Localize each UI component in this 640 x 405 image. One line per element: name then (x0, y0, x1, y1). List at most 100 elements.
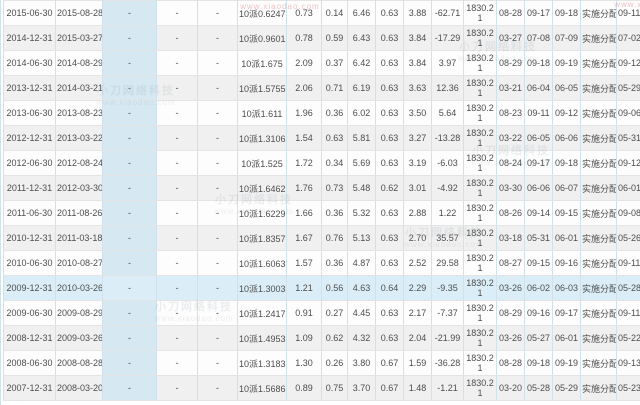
value-cell: 1.57 (286, 250, 322, 276)
value-cell: 0.26 (321, 350, 348, 376)
value-cell: 0.63 (375, 150, 404, 176)
status-cell: 实施分配 (580, 325, 617, 351)
date-cell: 03-22 (496, 125, 525, 151)
date-cell: 09-16 (524, 300, 553, 326)
dash-cell: - (156, 100, 198, 126)
value-cell: 1.96 (286, 100, 322, 126)
dash-cell: - (197, 125, 238, 151)
value-cell: 3.97 (431, 50, 464, 76)
table-row[interactable]: 2008-12-31 2009-03-26- - -10派1.4953 1.09 0.62… (3, 325, 640, 351)
table-row[interactable]: 2013-12-31 2014-03-21- - -10派1.5755 2.06 0.71… (3, 75, 640, 101)
value-cell: 35.57 (431, 225, 464, 251)
date-cell: 09-11 (616, 250, 640, 276)
value-cell: 2.04 (403, 325, 432, 351)
value-cell: 0.73 (321, 175, 348, 201)
table-row[interactable]: 2009-12-31 2010-03-26- - -10派1.3003 1.21 0.56… (3, 275, 640, 301)
date-cell: 09-06 (616, 100, 640, 126)
report-date-cell: 2009-12-31 (3, 275, 56, 301)
table-row[interactable]: 2008-06-30 2008-08-28- - -10派1.3183 1.30 0.26… (3, 350, 640, 376)
dash-cell: - (102, 50, 157, 76)
table-row[interactable]: 2012-06-30 2012-08-24- - -10派1.525 1.72 0.34 5… (3, 150, 640, 176)
table-row[interactable]: 2014-06-30 2014-08-29- - -10派1.675 2.09 0.37 6… (3, 50, 640, 76)
value-cell: 6.02 (347, 100, 376, 126)
dash-cell: - (102, 150, 157, 176)
value-cell: 1.72 (286, 150, 322, 176)
report-date-cell: 2015-06-30 (3, 0, 56, 26)
dash-cell: - (156, 325, 198, 351)
value-cell: 0.14 (321, 0, 348, 26)
share-capital-cell: 1830.21 (463, 350, 497, 376)
table-row[interactable]: 2007-12-31 2008-03-20- - -10派1.5686 0.89 0.75… (3, 375, 640, 401)
date-cell: 03-18 (496, 225, 525, 251)
date-cell: 09-15 (524, 250, 553, 276)
table-row[interactable]: 2011-12-31 2012-03-30- - -10派1.6462 1.76 0.73… (3, 175, 640, 201)
date-cell: 09-11 (616, 300, 640, 326)
table-row[interactable]: 2013-06-30 2013-08-23- - -10派1.611 1.96 0.36 6… (3, 100, 640, 126)
status-cell: 实施分配 (580, 0, 617, 26)
date-cell: 08-24 (496, 150, 525, 176)
share-capital-cell: 1830.21 (463, 275, 497, 301)
date-cell: 09-18 (552, 150, 581, 176)
dash-cell: - (156, 50, 198, 76)
dash-cell: - (156, 350, 198, 376)
value-cell: 0.64 (375, 275, 404, 301)
table-row[interactable]: 2015-06-30 2015-08-28- - -10派0.6247 0.73 0.14… (3, 0, 640, 26)
value-cell: 0.36 (321, 100, 348, 126)
date-cell: 05-31 (524, 225, 553, 251)
share-capital-cell: 1830.21 (463, 50, 497, 76)
announce-date-cell: 2015-03-27 (55, 25, 103, 51)
value-cell: 0.78 (286, 25, 322, 51)
dividend-plan-cell: 10派0.6247 (237, 0, 287, 26)
dash-cell: - (102, 125, 157, 151)
date-cell: 06-05 (524, 125, 553, 151)
value-cell: 0.89 (286, 375, 322, 401)
value-cell: 1.76 (286, 175, 322, 201)
date-cell: 03-26 (496, 325, 525, 351)
table-row[interactable]: 2012-12-31 2013-03-22- - -10派1.3106 1.54 0.63… (3, 125, 640, 151)
announce-date-cell: 2008-03-20 (55, 375, 103, 401)
dash-cell: - (197, 25, 238, 51)
status-cell: 实施分配 (580, 50, 617, 76)
table-row[interactable]: 2011-06-30 2011-08-26- - -10派1.6229 1.66 0.36… (3, 200, 640, 226)
dash-cell: - (197, 175, 238, 201)
report-date-cell: 2008-06-30 (3, 350, 56, 376)
report-date-cell: 2010-12-31 (3, 225, 56, 251)
value-cell: 0.36 (321, 250, 348, 276)
date-cell: 06-04 (524, 75, 553, 101)
value-cell: -21.99 (431, 325, 464, 351)
date-cell: 09-12 (616, 150, 640, 176)
dividend-plan-cell: 10派1.6063 (237, 250, 287, 276)
table-row[interactable]: 2010-06-30 2010-08-27- - -10派1.6063 1.57 0.36… (3, 250, 640, 276)
value-cell: 6.19 (347, 75, 376, 101)
date-cell: 06-03 (552, 275, 581, 301)
dividend-plan-cell: 10派1.3106 (237, 125, 287, 151)
table-row[interactable]: 2014-12-31 2015-03-27- - -10派0.9601 0.78 0.59… (3, 25, 640, 51)
status-cell: 实施分配 (580, 375, 617, 401)
date-cell: 03-20 (496, 375, 525, 401)
share-capital-cell: 1830.21 (463, 375, 497, 401)
value-cell: 2.29 (403, 275, 432, 301)
dash-cell: - (102, 300, 157, 326)
date-cell: 09-19 (552, 350, 581, 376)
value-cell: -17.29 (431, 25, 464, 51)
value-cell: 0.59 (321, 25, 348, 51)
share-capital-cell: 1830.21 (463, 200, 497, 226)
report-date-cell: 2013-06-30 (3, 100, 56, 126)
share-capital-cell: 1830.21 (463, 300, 497, 326)
dash-cell: - (197, 275, 238, 301)
value-cell: -13.28 (431, 125, 464, 151)
value-cell: 0.36 (321, 200, 348, 226)
table-row[interactable]: 2009-06-30 2009-08-29- - -10派1.2417 0.91 0.27… (3, 300, 640, 326)
announce-date-cell: 2014-03-21 (55, 75, 103, 101)
value-cell: 2.06 (286, 75, 322, 101)
report-date-cell: 2009-06-30 (3, 300, 56, 326)
value-cell: 3.88 (403, 0, 432, 26)
value-cell: 0.37 (321, 50, 348, 76)
value-cell: 0.67 (375, 375, 404, 401)
dash-cell: - (102, 0, 157, 26)
dash-cell: - (156, 375, 198, 401)
date-cell: 09-08 (616, 200, 640, 226)
dividend-plan-cell: 10派1.6462 (237, 175, 287, 201)
table-row[interactable]: 2010-12-31 2011-03-18- - -10派1.8357 1.67 0.76… (3, 225, 640, 251)
date-cell: 03-30 (496, 175, 525, 201)
